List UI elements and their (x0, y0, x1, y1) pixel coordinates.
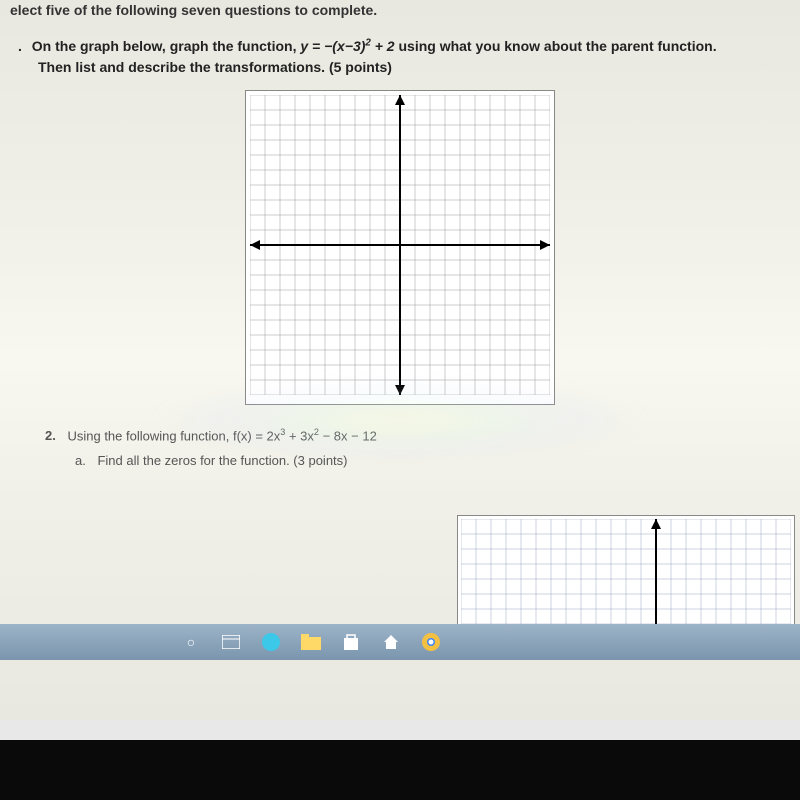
q2-text-a: Using the following function, f(x) = 2x (67, 428, 280, 443)
question-1: . On the graph below, graph the function… (10, 36, 790, 78)
monitor-bezel (0, 740, 800, 800)
screen-area: elect five of the following seven questi… (0, 0, 800, 720)
q2-text-c: − 8x − 12 (323, 428, 377, 443)
q2a-letter: a. (75, 453, 86, 468)
cortana-icon[interactable]: ○ (180, 631, 202, 653)
question-2: 2. Using the following function, f(x) = … (10, 425, 790, 447)
coordinate-grid-small (461, 519, 791, 629)
coordinate-grid-main (250, 95, 550, 395)
page-instruction: elect five of the following seven questi… (10, 0, 790, 36)
edge-icon[interactable] (260, 631, 282, 653)
chrome-icon[interactable] (420, 631, 442, 653)
question-2a: a. Find all the zeros for the function. … (10, 453, 790, 468)
worksheet-page: elect five of the following seven questi… (0, 0, 800, 720)
store-icon[interactable] (340, 631, 362, 653)
q2-number: 2. (45, 428, 56, 443)
q1-text-b: using what you know about the parent fun… (398, 38, 716, 54)
main-grid-box (245, 90, 555, 405)
small-grid-box (457, 515, 795, 638)
q1-line2: Then list and describe the transformatio… (18, 57, 790, 78)
q2-exp2: 2 (314, 427, 319, 437)
q2-exp3: 3 (280, 427, 285, 437)
task-view-icon[interactable] (220, 631, 242, 653)
windows-taskbar[interactable]: ○ (0, 624, 800, 660)
q1-text-a: On the graph below, graph the function, (32, 38, 301, 54)
q1-number: . (18, 38, 22, 54)
main-grid-container (10, 90, 790, 405)
file-explorer-icon[interactable] (300, 631, 322, 653)
q2-text-b: + 3x (289, 428, 314, 443)
q2a-text: Find all the zeros for the function. (3 … (97, 453, 347, 468)
home-icon[interactable] (380, 631, 402, 653)
q1-equation: y = −(x−3)2 + 2 (300, 38, 394, 54)
